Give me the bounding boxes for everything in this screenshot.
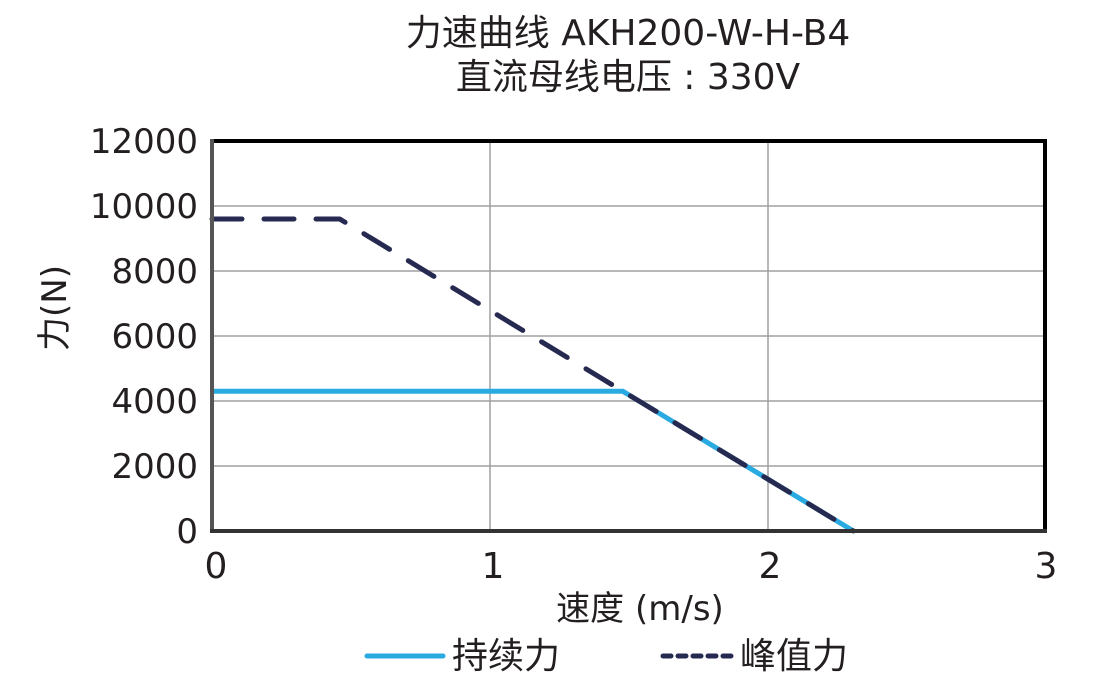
chart-subtitle: 直流母线电压 : 330V xyxy=(455,57,801,98)
y-axis-ticks: 12000 10000 8000 6000 4000 2000 0 xyxy=(90,122,198,552)
gridlines xyxy=(212,141,1045,531)
x-tick-2: 2 xyxy=(759,546,782,587)
x-tick-3: 3 xyxy=(1035,546,1058,587)
y-axis-label: 力(N) xyxy=(35,265,75,351)
continuous-force-line xyxy=(212,388,855,534)
x-tick-0: 0 xyxy=(205,546,228,587)
y-tick-6000: 6000 xyxy=(111,317,198,357)
legend-continuous-label: 持续力 xyxy=(452,636,560,677)
legend-peak-label: 峰值力 xyxy=(740,636,848,677)
peak-force-line xyxy=(209,216,856,534)
legend: 持续力 峰值力 xyxy=(364,636,848,677)
y-tick-12000: 12000 xyxy=(90,122,198,162)
x-tick-1: 1 xyxy=(482,546,505,587)
chart-title: 力速曲线 AKH200-W-H-B4 xyxy=(405,13,851,54)
y-tick-0: 0 xyxy=(176,512,198,552)
y-tick-8000: 8000 xyxy=(111,252,198,292)
x-axis-ticks: 0 1 2 3 xyxy=(205,546,1058,587)
y-tick-4000: 4000 xyxy=(111,382,198,422)
y-tick-2000: 2000 xyxy=(111,447,198,487)
plot-frame xyxy=(210,139,1047,533)
x-axis-label: 速度 (m/s) xyxy=(556,589,724,629)
y-tick-10000: 10000 xyxy=(90,187,198,227)
